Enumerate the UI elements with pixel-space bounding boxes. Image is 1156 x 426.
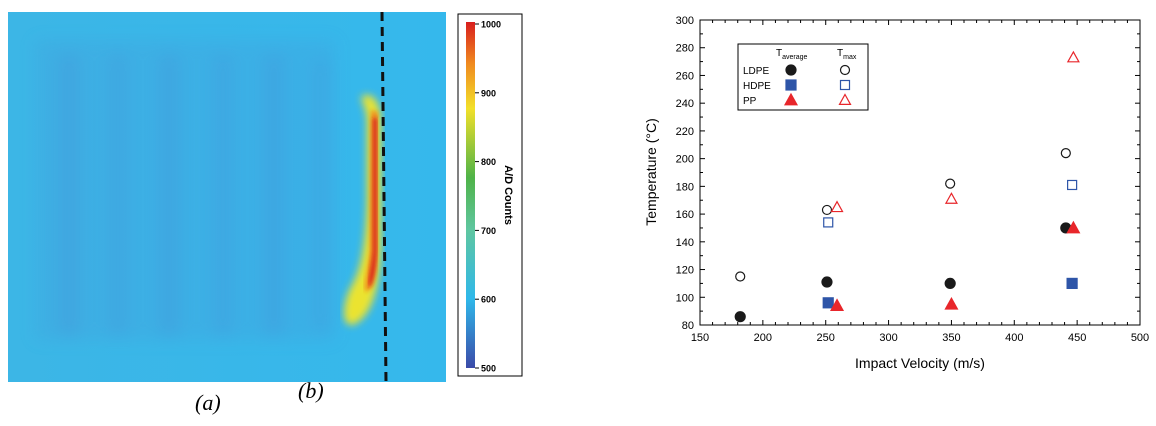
colorbar-ticks: 500 600 700 800 900 1000 <box>475 20 501 374</box>
x-tick-label: 300 <box>879 332 897 344</box>
y-tick-label: 80 <box>682 320 694 332</box>
temperature-scatter-chart: 150 200 250 300 350 400 450 500 801001201401601… <box>643 15 1149 371</box>
y-axis-ticks: 80 100 120 140 160 180 200 220 240 260 280 300 <box>676 15 1140 332</box>
cool-stripes <box>35 40 335 340</box>
point-pp-max <box>1066 50 1080 63</box>
caption-a: (a) <box>195 390 221 415</box>
y-tick-label: 120 <box>676 265 694 277</box>
point-pp-average <box>830 298 845 311</box>
y-tick-label: 260 <box>676 70 694 82</box>
y-tick-label: 300 <box>676 15 694 27</box>
legend-label-hdpe: HDPE <box>743 81 771 92</box>
data-points <box>734 50 1081 323</box>
x-tick-label: 200 <box>754 332 772 344</box>
legend-header-average: Taverage <box>776 48 808 61</box>
y-tick-label: 200 <box>676 154 694 166</box>
x-tick-label: 250 <box>817 332 835 344</box>
temperature-scatter-panel: 150 200 250 300 350 400 450 500 80 100 120 140 160 1… <box>580 0 1156 421</box>
legend: Taverage Tmax LDPE HDPE PP <box>737 43 869 111</box>
x-tick-label: 400 <box>1005 332 1023 344</box>
point-pp-average <box>1066 220 1081 234</box>
y-tick-label: 140 <box>676 237 694 249</box>
colorbar-tick-label: 700 <box>481 226 496 236</box>
y-tick-label: 240 <box>676 98 694 110</box>
legend-marker-ldpe-average <box>785 64 797 76</box>
x-tick-label: 450 <box>1068 332 1086 344</box>
point-ldpe-average <box>734 311 746 323</box>
colorbar-tick-label: 1000 <box>481 20 501 30</box>
legend-label-ldpe: LDPE <box>743 66 769 77</box>
legend-marker-hdpe-max <box>839 79 851 91</box>
colorbar-label: A/D Counts <box>502 165 514 225</box>
point-hdpe-average <box>822 297 834 309</box>
y-tick-label: 180 <box>676 181 694 193</box>
colorbar-tick-label: 800 <box>481 157 496 167</box>
x-axis-ticks: 150 200 250 300 350 400 450 500 <box>691 20 1149 344</box>
y-axis-label: Temperature (°C) <box>643 118 659 226</box>
point-ldpe-average <box>944 277 956 290</box>
point-pp-max <box>830 200 844 213</box>
point-ldpe-max <box>735 271 746 282</box>
point-ldpe-max <box>821 204 833 216</box>
legend-marker-ldpe-max <box>839 64 851 76</box>
y-tick-label: 220 <box>676 126 694 138</box>
dashed-marker-line <box>380 11 388 383</box>
legend-marker-hdpe-average <box>785 79 797 91</box>
x-axis-label: Impact Velocity (m/s) <box>855 355 985 371</box>
colorbar-frame <box>457 13 523 377</box>
point-pp-max <box>944 192 958 204</box>
point-pp-average <box>944 296 959 310</box>
colorbar <box>466 22 475 368</box>
thermal-image-panel: 500 600 700 800 900 1000 A/D Counts <box>0 0 560 421</box>
legend-label-pp: PP <box>743 96 757 107</box>
point-ldpe-average <box>821 276 833 288</box>
hot-region <box>344 95 381 326</box>
point-hdpe-max <box>1067 179 1078 191</box>
x-tick-label: 500 <box>1131 332 1149 344</box>
legend-marker-pp-average <box>783 92 799 106</box>
y-tick-label: 160 <box>676 209 694 221</box>
caption-b: (b) <box>298 378 324 403</box>
x-tick-label: 350 <box>942 332 960 344</box>
x-tick-label: 150 <box>691 332 709 344</box>
legend-marker-pp-max <box>838 93 852 106</box>
legend-markers <box>783 64 852 106</box>
legend-box <box>737 43 869 111</box>
legend-header-max: Tmax <box>837 48 857 61</box>
point-hdpe-average <box>1066 277 1078 290</box>
thermal-image-figure: 500 600 700 800 900 1000 A/D Counts <box>8 11 523 383</box>
y-tick-label: 280 <box>676 43 694 55</box>
colorbar-tick-label: 600 <box>481 295 496 305</box>
point-ldpe-max <box>945 178 956 189</box>
colorbar-tick-label: 500 <box>481 364 496 374</box>
point-ldpe-max <box>1060 147 1071 159</box>
y-tick-label: 100 <box>676 292 694 304</box>
point-hdpe-max <box>823 217 834 228</box>
colorbar-tick-label: 900 <box>481 88 496 98</box>
